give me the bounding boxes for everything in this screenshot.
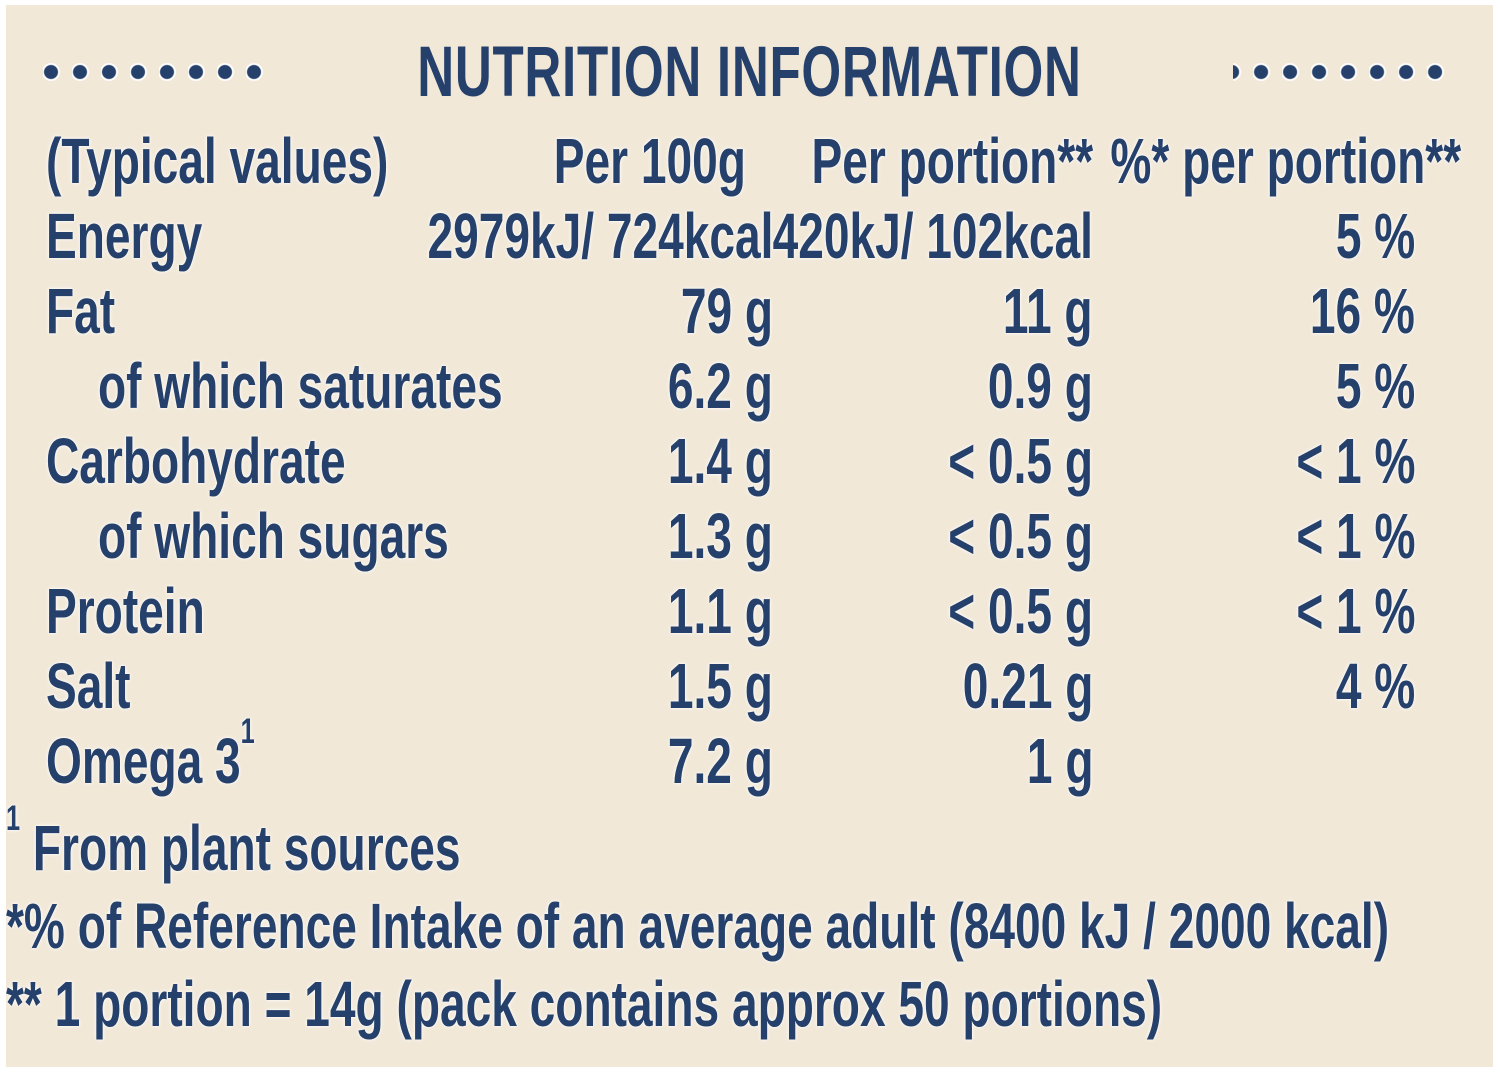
fat-percent-value: 16 % [1309, 274, 1415, 347]
omega3-label: Omega 31 [46, 711, 255, 797]
fat-per-100g-value: 79 g [680, 274, 773, 347]
protein-percent-value: < 1 % [1295, 574, 1415, 647]
salt-per-portion-value: 0.21 g [962, 649, 1093, 722]
fat-per-portion-value: 11 g [1003, 274, 1093, 347]
fat-label: Fat [46, 274, 116, 347]
footnotes: 1 From plant sources *% of Reference Int… [6, 799, 1493, 1043]
saturates-label: of which saturates [98, 349, 503, 422]
footnote-reference-intake: *% of Reference Intake of an average adu… [6, 890, 1390, 962]
carbohydrate-label: Carbohydrate [46, 424, 346, 497]
carbohydrate-percent-value: < 1 % [1295, 424, 1415, 497]
column-header-percent-per-portion: %* per portion** [1110, 124, 1461, 197]
protein-label: Protein [46, 574, 205, 647]
omega3-footnote-marker: 1 [240, 711, 255, 751]
omega3-per-100g-value: 7.2 g [667, 724, 773, 797]
nutrition-panel: NUTRITION INFORMATION (Typical values) P… [6, 5, 1493, 1067]
column-header-per-100g: Per 100g [553, 124, 746, 197]
column-header-per-portion: Per portion** [811, 124, 1093, 197]
energy-per-portion-value: 420kJ/ 102kcal [772, 199, 1093, 272]
saturates-percent-value: 5 % [1335, 349, 1415, 422]
column-header-typical-values: (Typical values) [46, 124, 389, 197]
page-title: NUTRITION INFORMATION [417, 32, 1082, 112]
sugars-percent-value: < 1 % [1295, 499, 1415, 572]
sugars-per-100g-value: 1.3 g [667, 499, 773, 572]
energy-per-100g-value: 2979kJ/ 724kcal [427, 199, 773, 272]
saturates-per-portion-value: 0.9 g [987, 349, 1093, 422]
title-row: NUTRITION INFORMATION [6, 32, 1493, 112]
salt-percent-value: 4 % [1335, 649, 1415, 722]
dotted-line-right [1232, 63, 1457, 81]
protein-per-portion-value: < 0.5 g [948, 574, 1093, 647]
footnote-plant-sources: 1 From plant sources [6, 799, 461, 884]
saturates-per-100g-value: 6.2 g [667, 349, 773, 422]
energy-percent-value: 5 % [1335, 199, 1415, 272]
energy-label: Energy [46, 199, 203, 272]
omega3-per-portion-value: 1 g [1026, 724, 1093, 797]
salt-label: Salt [46, 649, 131, 722]
carbohydrate-per-100g-value: 1.4 g [667, 424, 773, 497]
protein-per-100g-value: 1.1 g [667, 574, 773, 647]
sugars-per-portion-value: < 0.5 g [948, 499, 1093, 572]
omega3-percent-value [1093, 723, 1461, 798]
sugars-label: of which sugars [98, 499, 449, 572]
dotted-line-left [43, 63, 267, 81]
nutrition-table: (Typical values) Per 100g Per portion** … [6, 123, 1493, 798]
footnote-marker: 1 [6, 799, 21, 839]
carbohydrate-per-portion-value: < 0.5 g [948, 424, 1093, 497]
salt-per-100g-value: 1.5 g [667, 649, 773, 722]
footnote-portion-size: ** 1 portion = 14g (pack contains approx… [6, 968, 1163, 1040]
